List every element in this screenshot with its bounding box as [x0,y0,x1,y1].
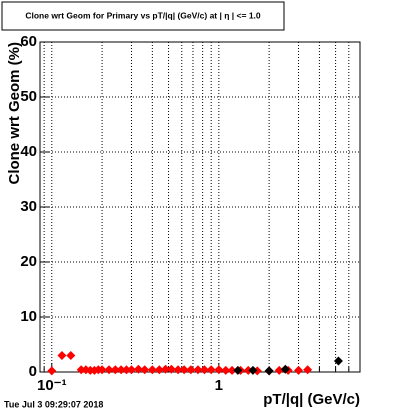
point [66,351,76,360]
point [264,366,274,376]
point [333,356,343,366]
footer: Tue Jul 3 09:29:07 2018 [4,399,103,409]
point [248,365,258,375]
point [154,365,164,375]
point [179,365,189,375]
point [161,364,171,374]
point [186,365,196,375]
point [221,365,231,375]
point [76,365,86,375]
point [121,365,131,375]
y-axis-title: Clone wrt Geom (%) [6,42,23,185]
point [274,365,284,375]
y-tick-label: 30 [20,198,37,215]
point [140,365,150,375]
y-tick-label: 10 [20,308,37,325]
point [227,365,237,375]
point [233,365,243,375]
point [126,365,136,375]
point [294,365,304,375]
point [133,364,143,374]
point [206,365,216,375]
y-tick-label: 0 [29,363,37,380]
point [116,365,126,375]
point [280,364,290,374]
chart-title: Clone wrt Geom for Primary vs pT/|q| (Ge… [25,10,261,20]
y-tick-label: 50 [20,88,37,105]
point [97,365,107,375]
point [193,365,203,375]
x-tick-label: 10⁻¹ [37,377,67,394]
point [173,365,183,375]
point [243,365,253,375]
point [147,365,157,375]
point [47,366,57,376]
title-box [1,1,285,31]
point [57,351,67,360]
point [303,365,313,375]
point [110,365,120,375]
x-tick-label: 1 [215,377,223,394]
point [166,364,176,374]
y-tick-label: 20 [20,253,37,270]
point [199,365,209,375]
x-axis-title: pT/|q| (GeV/c) [263,391,360,408]
point [104,365,114,375]
y-tick-label: 40 [20,143,37,160]
y-tick-label: 60 [20,33,37,50]
point [214,365,224,375]
